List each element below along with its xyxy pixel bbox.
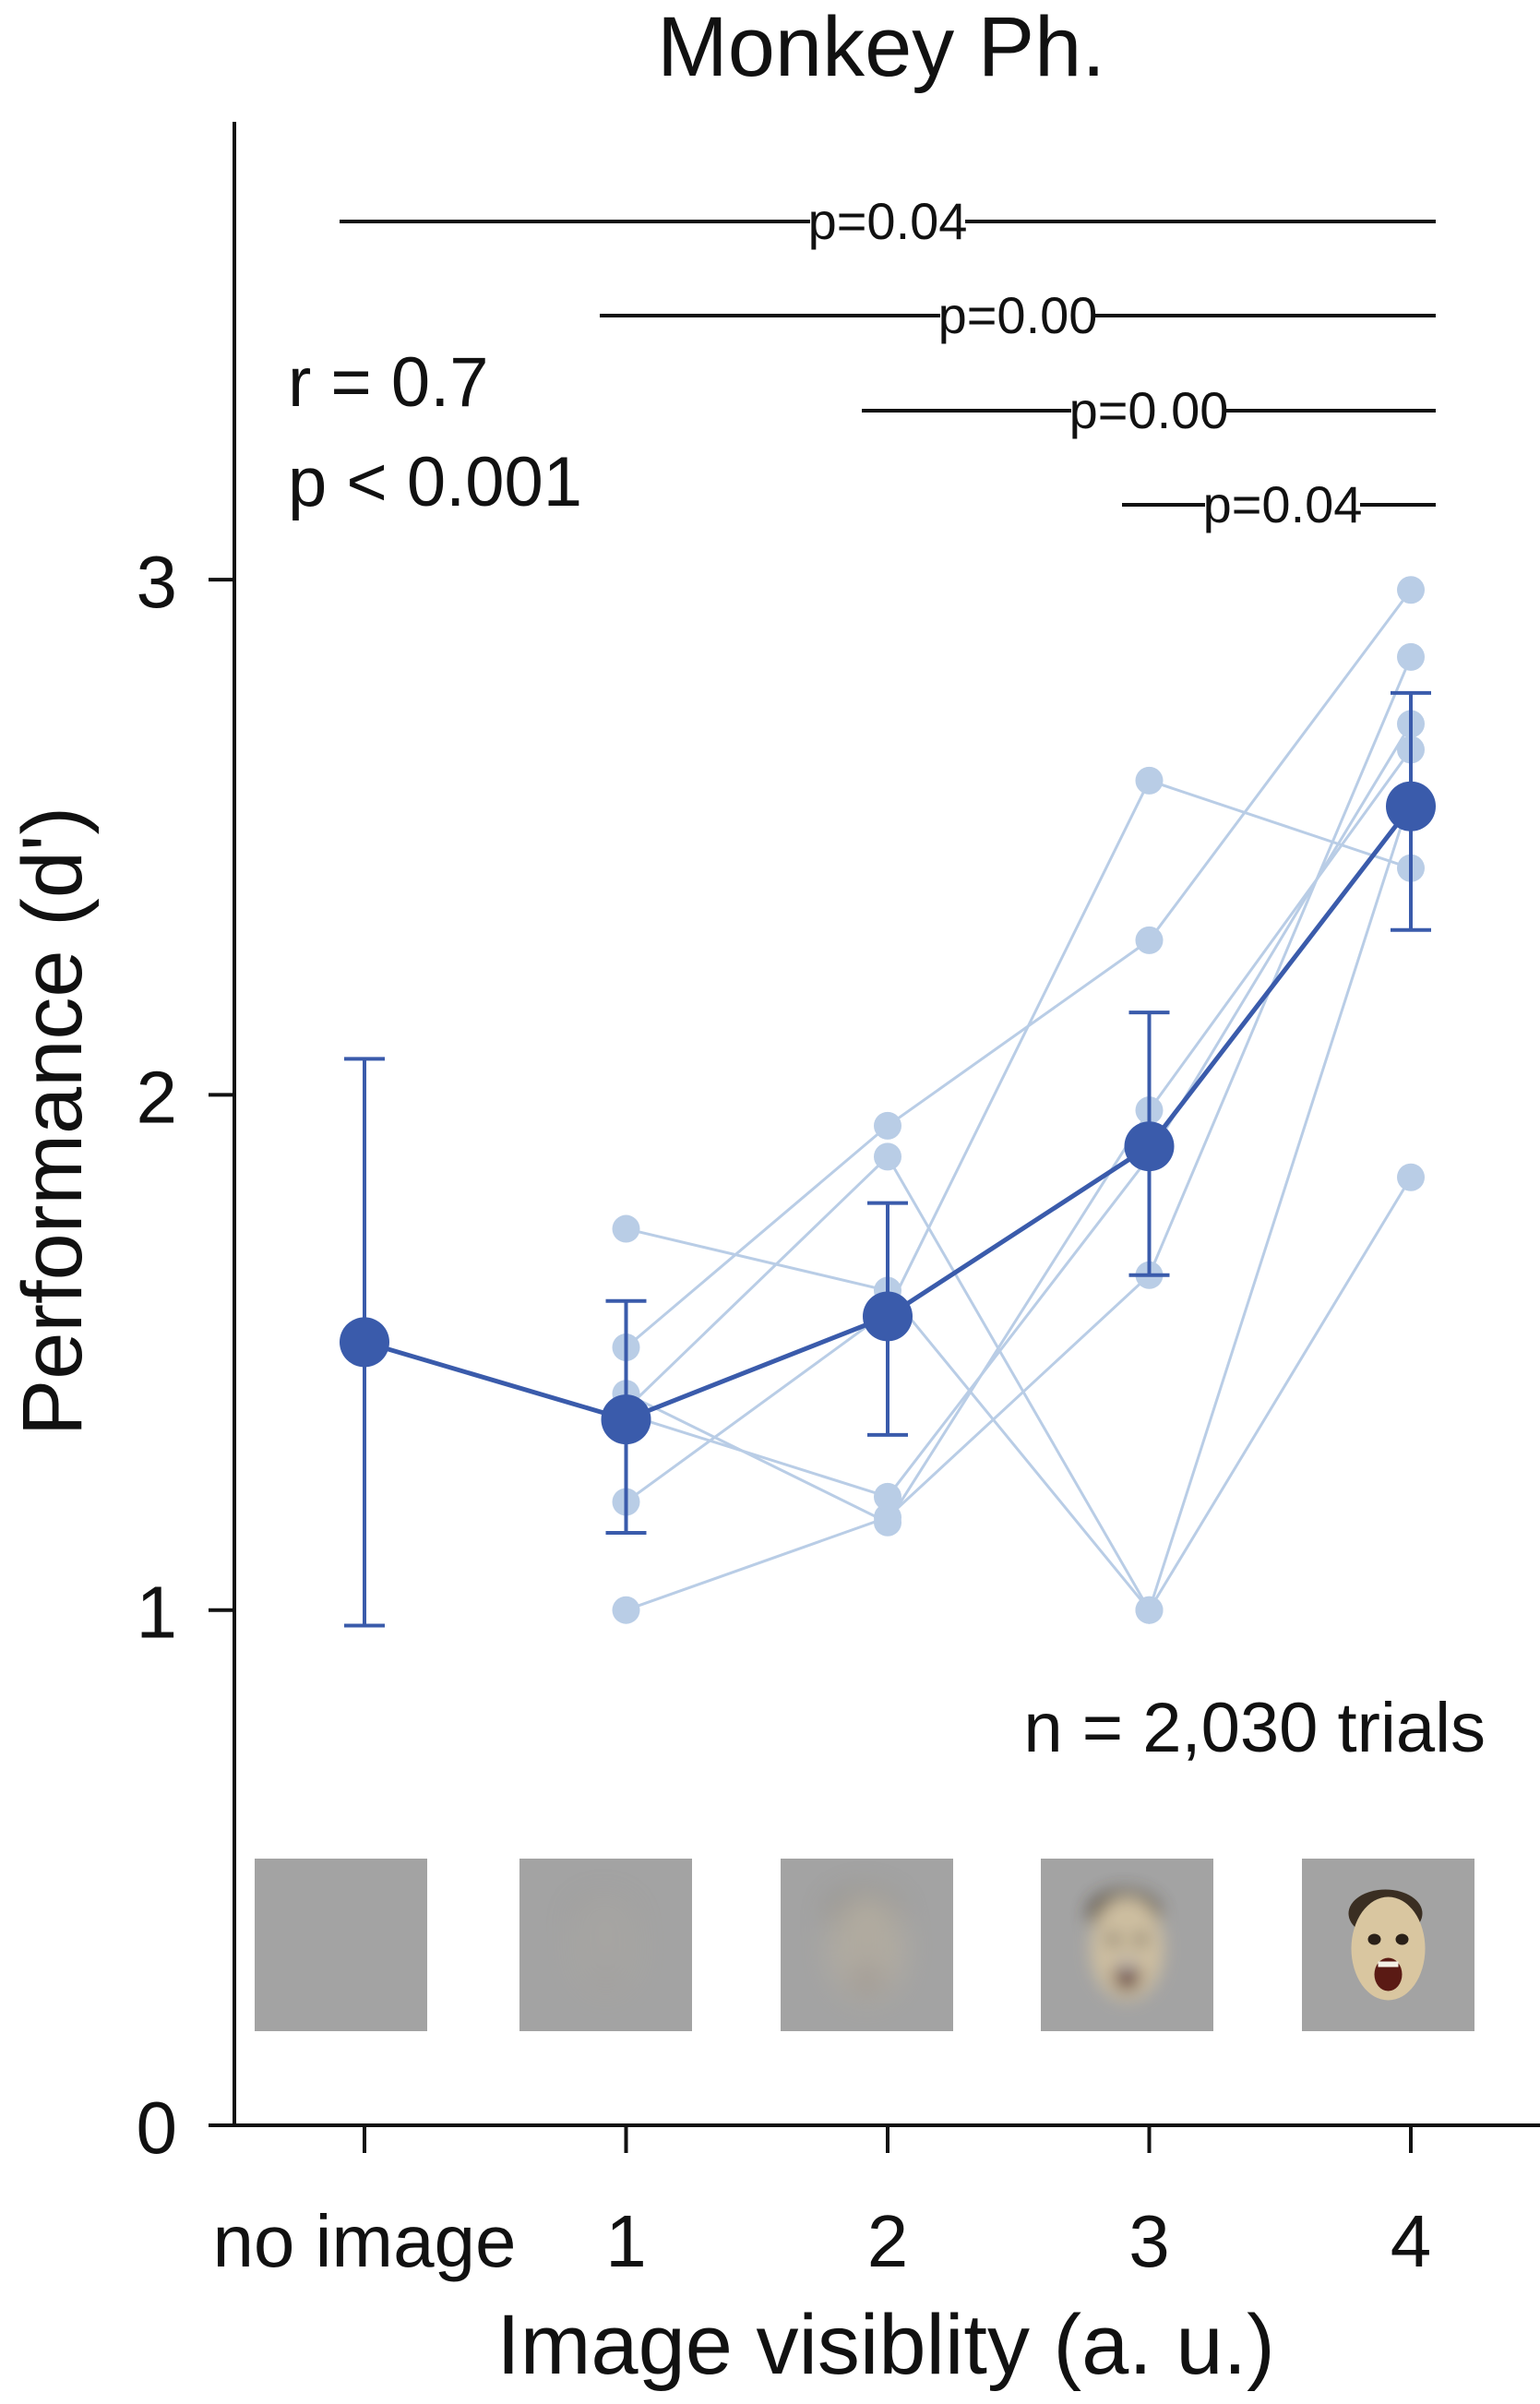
y-ticks: 0 1 2 3 xyxy=(137,541,234,2169)
y-tick-label: 0 xyxy=(137,2087,178,2169)
x-tick-label: 1 xyxy=(605,2200,647,2282)
mean-point xyxy=(601,1394,651,1445)
session-line xyxy=(625,778,1412,1503)
session-series xyxy=(612,782,1425,1624)
session-point xyxy=(874,1111,901,1140)
face-icon xyxy=(1087,1889,1164,2001)
session-line xyxy=(625,589,1413,1349)
y-tick-label: 3 xyxy=(137,541,178,623)
x-tick-label: no image xyxy=(212,2200,516,2282)
session-series xyxy=(612,642,1425,1624)
x-axis-label: Image visiblity (a. u.) xyxy=(496,2298,1275,2392)
significance-label: p=0.04 xyxy=(1203,475,1363,533)
stimulus-thumbnail xyxy=(519,1859,692,2031)
session-lines xyxy=(612,576,1425,1624)
face-eye xyxy=(1367,1933,1381,1945)
face-eye xyxy=(1106,1933,1120,1945)
session-point xyxy=(874,1503,901,1532)
significance-bars: p=0.04 p=0.00 p=0.00 p=0.04 xyxy=(340,192,1436,533)
significance-label: p=0.00 xyxy=(1069,381,1229,439)
session-series xyxy=(612,710,1425,1511)
y-axis-label: Performance (d') xyxy=(6,807,100,1436)
session-line xyxy=(625,748,1413,1525)
correlation-p: p < 0.001 xyxy=(288,443,582,521)
face-eye xyxy=(613,1933,627,1945)
trial-count: n = 2,030 trials xyxy=(1023,1689,1486,1767)
session-point xyxy=(1135,926,1164,954)
face-skin xyxy=(1090,1896,1164,2001)
face-icon xyxy=(1348,1889,1426,2001)
face-icon xyxy=(827,1889,904,2001)
face-eye xyxy=(846,1933,860,1945)
session-line xyxy=(625,656,1413,1612)
stimulus-thumbnail xyxy=(781,1859,953,2031)
face-skin xyxy=(830,1896,904,2001)
stimulus-thumbnails xyxy=(255,1859,1474,2031)
mean-point xyxy=(340,1317,389,1368)
session-point xyxy=(1135,1596,1164,1624)
face-eye xyxy=(1395,1933,1409,1945)
stimulus-thumbnail xyxy=(255,1859,427,2031)
thumbnail-background xyxy=(255,1859,427,2031)
x-tick-label: 3 xyxy=(1128,2200,1170,2282)
face-teeth xyxy=(856,1961,877,1967)
face-eye xyxy=(1134,1933,1148,1945)
session-point xyxy=(1135,766,1164,795)
correlation-r: r = 0.7 xyxy=(288,343,489,422)
significance-label: p=0.00 xyxy=(938,286,1098,344)
face-skin xyxy=(568,1896,643,2001)
session-series xyxy=(612,766,1425,1516)
face-skin xyxy=(1351,1896,1426,2001)
stimulus-thumbnail xyxy=(1302,1859,1474,2031)
face-icon xyxy=(566,1889,643,2001)
session-line xyxy=(626,1176,1413,1613)
session-point xyxy=(874,1482,901,1511)
face-teeth xyxy=(1116,1961,1138,1967)
session-point xyxy=(1397,1163,1425,1191)
mean-point xyxy=(863,1291,913,1342)
stimulus-thumbnail xyxy=(1041,1859,1213,2031)
face-teeth xyxy=(595,1961,616,1967)
mean-series xyxy=(340,690,1436,1628)
session-series xyxy=(612,576,1425,1361)
x-tick-label: 2 xyxy=(867,2200,909,2282)
face-teeth xyxy=(1378,1961,1399,1967)
face-eye xyxy=(585,1933,599,1945)
y-tick-label: 1 xyxy=(137,1572,178,1654)
session-point xyxy=(1397,642,1425,671)
mean-point xyxy=(1386,781,1436,831)
session-point xyxy=(612,1596,640,1624)
chart-title: Monkey Ph. xyxy=(657,0,1105,94)
x-tick-label: 4 xyxy=(1391,2200,1432,2282)
session-line xyxy=(625,795,1413,1614)
session-point xyxy=(612,1214,640,1243)
y-tick-label: 2 xyxy=(137,1056,178,1138)
mean-point xyxy=(1124,1121,1175,1172)
x-ticks: no image 1 2 3 4 xyxy=(212,2125,1431,2282)
session-line xyxy=(626,723,1413,1499)
face-eye xyxy=(874,1933,888,1945)
significance-label: p=0.04 xyxy=(808,192,968,250)
session-point xyxy=(874,1142,901,1171)
session-point xyxy=(1397,576,1425,604)
